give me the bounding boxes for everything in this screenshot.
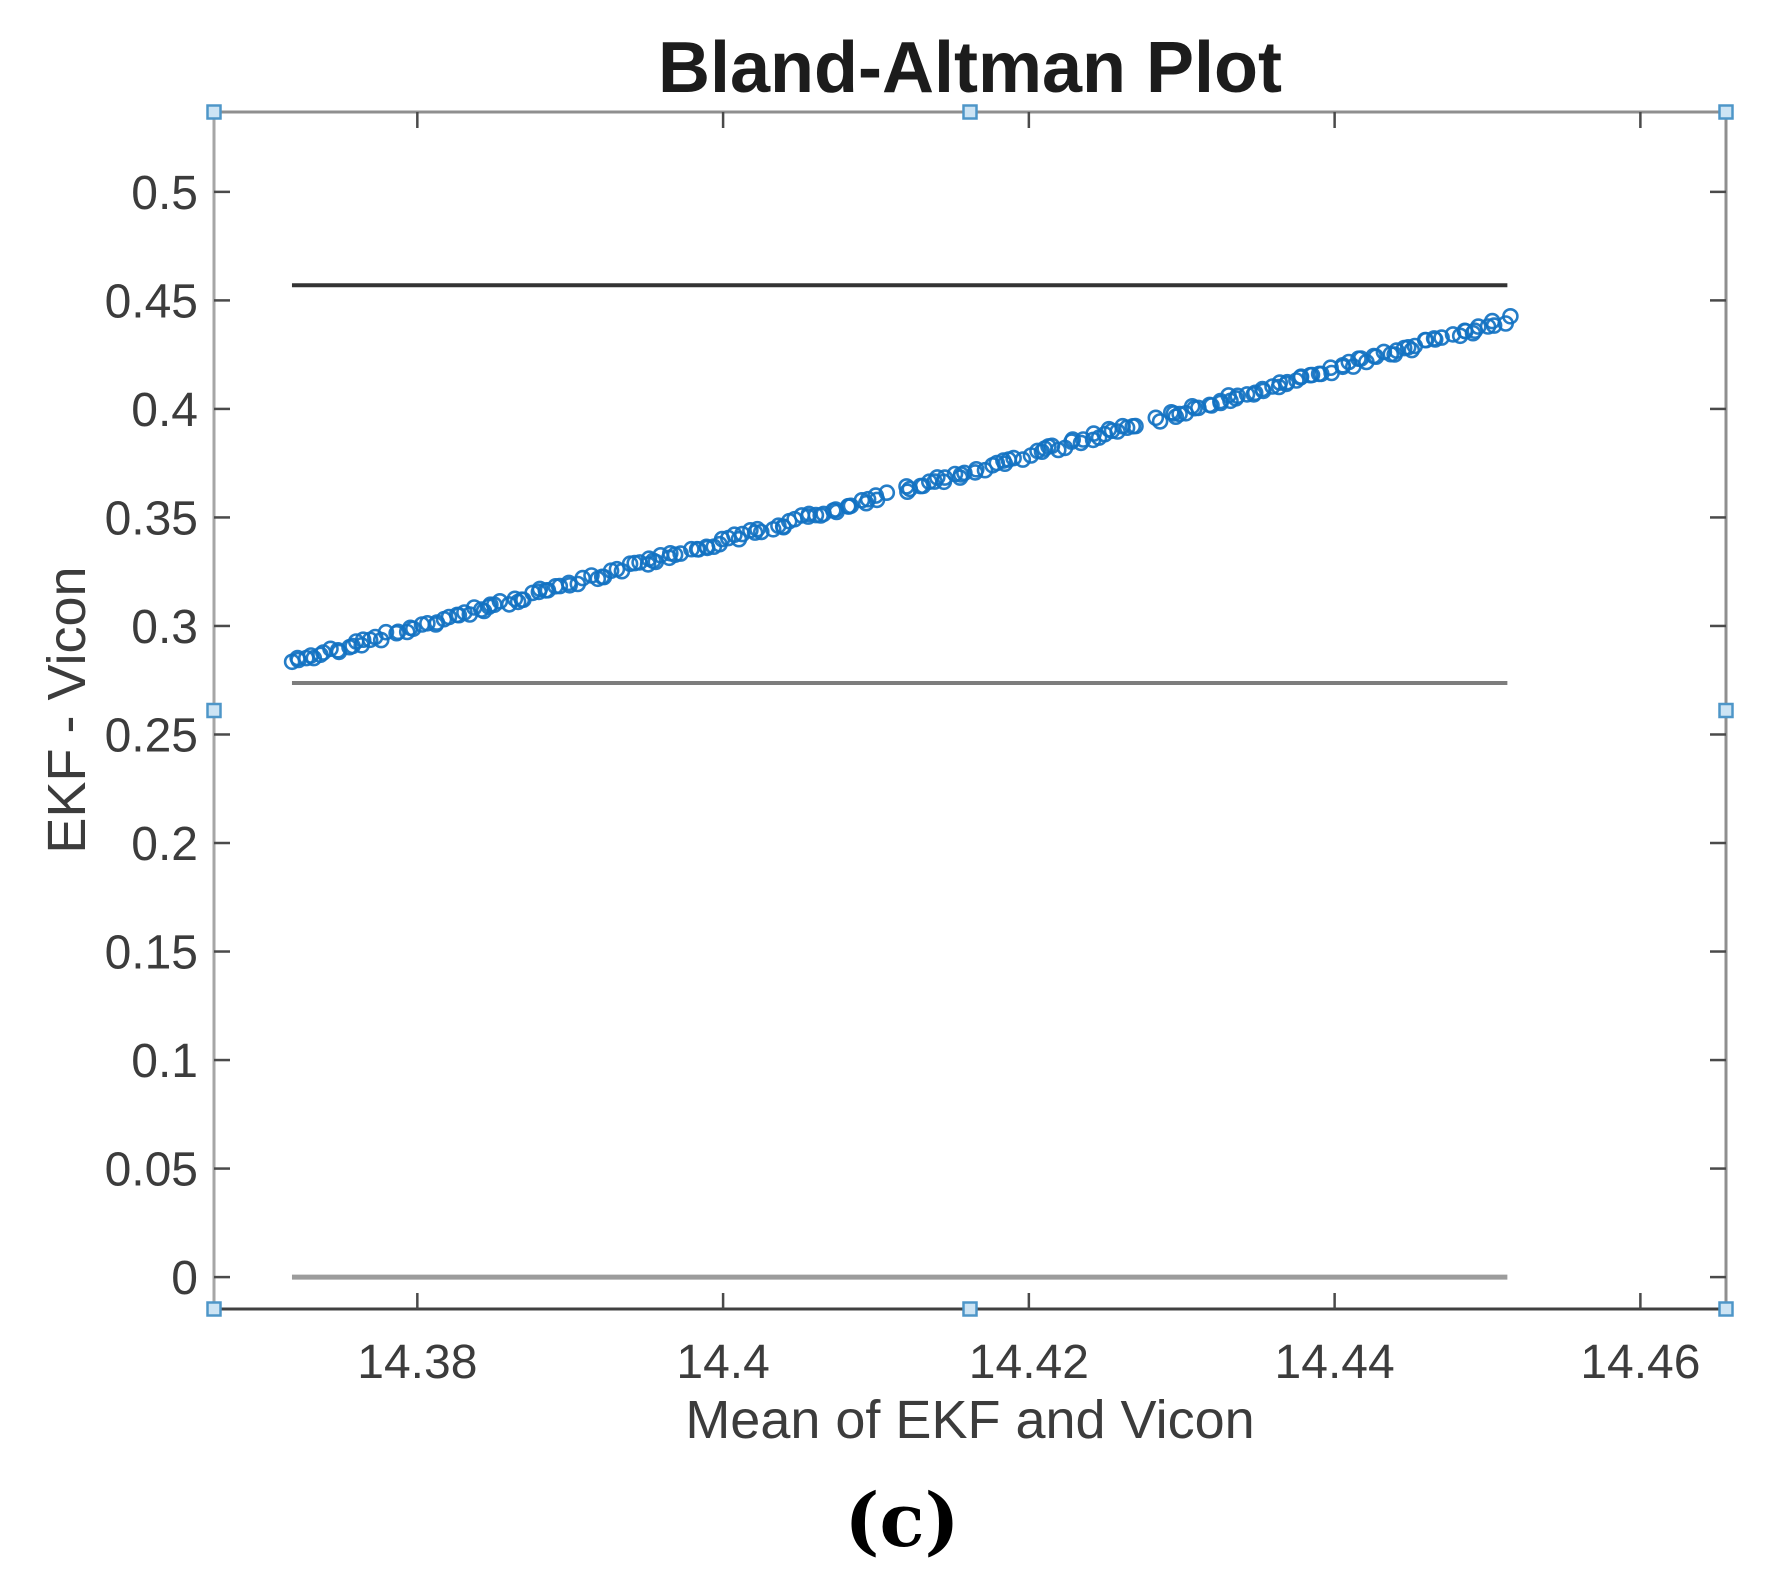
- selection-handle-bottom-left[interactable]: [206, 1301, 222, 1317]
- data-point[interactable]: [1147, 409, 1165, 427]
- data-point[interactable]: [1303, 366, 1321, 384]
- data-point[interactable]: [1109, 423, 1126, 440]
- data-point[interactable]: [440, 608, 458, 626]
- y-tick-label: 0: [171, 1252, 198, 1305]
- data-point[interactable]: [377, 623, 395, 641]
- y-axis-label: EKF - Vicon: [37, 566, 97, 854]
- data-point[interactable]: [1005, 449, 1022, 467]
- data-point[interactable]: [1064, 431, 1081, 448]
- data-point[interactable]: [1151, 413, 1169, 430]
- data-point[interactable]: [1238, 386, 1256, 403]
- y-tick-label: 0.45: [105, 275, 198, 328]
- data-point[interactable]: [1014, 451, 1032, 468]
- data-point[interactable]: [683, 540, 700, 558]
- data-point[interactable]: [1171, 405, 1188, 423]
- selection-handle-bottom-center[interactable]: [962, 1301, 978, 1317]
- data-point[interactable]: [419, 614, 436, 632]
- data-point[interactable]: [1292, 368, 1310, 386]
- data-point[interactable]: [1127, 417, 1144, 435]
- scatter-series[interactable]: [283, 307, 1519, 671]
- data-point[interactable]: [1271, 374, 1289, 391]
- data-point[interactable]: [353, 636, 371, 654]
- selection-handle-top-right[interactable]: [1718, 104, 1734, 120]
- selection-handle-middle-left[interactable]: [206, 702, 222, 719]
- data-point[interactable]: [322, 640, 339, 658]
- y-tick-label: 0.1: [131, 1035, 198, 1088]
- data-point[interactable]: [951, 469, 969, 486]
- data-point[interactable]: [878, 484, 896, 502]
- selection-handle-top-center[interactable]: [962, 104, 978, 120]
- data-point[interactable]: [551, 577, 569, 595]
- data-point[interactable]: [491, 592, 509, 610]
- data-point[interactable]: [1485, 317, 1503, 334]
- data-point[interactable]: [427, 616, 445, 633]
- selection-handle-middle-right[interactable]: [1718, 702, 1734, 719]
- data-point[interactable]: [867, 487, 885, 504]
- data-point[interactable]: [1502, 307, 1519, 325]
- data-point[interactable]: [752, 523, 770, 541]
- data-point[interactable]: [1203, 397, 1220, 414]
- chart-title: Bland-Altman Plot: [658, 28, 1282, 108]
- y-tick-label: 0.4: [131, 384, 198, 437]
- data-point[interactable]: [560, 574, 578, 592]
- data-point[interactable]: [726, 526, 743, 544]
- figure-caption: (c): [844, 1478, 960, 1564]
- data-point[interactable]: [1050, 441, 1067, 459]
- y-tick-label: 0.05: [105, 1144, 198, 1197]
- data-point[interactable]: [506, 590, 524, 608]
- x-tick-label: 14.44: [1275, 1336, 1395, 1389]
- selection-handle-top-left[interactable]: [206, 104, 222, 120]
- x-tick-label: 14.38: [357, 1336, 477, 1389]
- data-point[interactable]: [690, 541, 707, 558]
- data-point[interactable]: [1278, 375, 1295, 393]
- y-tick-label: 0.2: [131, 818, 198, 871]
- y-tick-label: 0.35: [105, 492, 198, 545]
- y-tick-label: 0.5: [131, 167, 198, 220]
- data-point[interactable]: [1399, 338, 1417, 356]
- x-axis-label: Mean of EKF and Vicon: [685, 1390, 1255, 1450]
- data-point[interactable]: [1470, 318, 1487, 335]
- x-tick-label: 14.4: [676, 1336, 769, 1389]
- selection-handle-bottom-right[interactable]: [1718, 1301, 1734, 1317]
- y-tick-label: 0.25: [105, 709, 198, 762]
- x-tick-label: 14.42: [969, 1336, 1089, 1389]
- y-tick-label: 0.3: [131, 601, 198, 654]
- data-point[interactable]: [1254, 380, 1271, 398]
- data-point[interactable]: [1417, 331, 1435, 349]
- x-tick-label: 14.46: [1580, 1336, 1700, 1389]
- data-point[interactable]: [967, 460, 985, 478]
- data-point[interactable]: [1433, 329, 1450, 346]
- data-point[interactable]: [404, 620, 422, 638]
- data-point[interactable]: [530, 583, 548, 601]
- data-point[interactable]: [1229, 387, 1246, 405]
- y-tick-label: 0.15: [105, 927, 198, 980]
